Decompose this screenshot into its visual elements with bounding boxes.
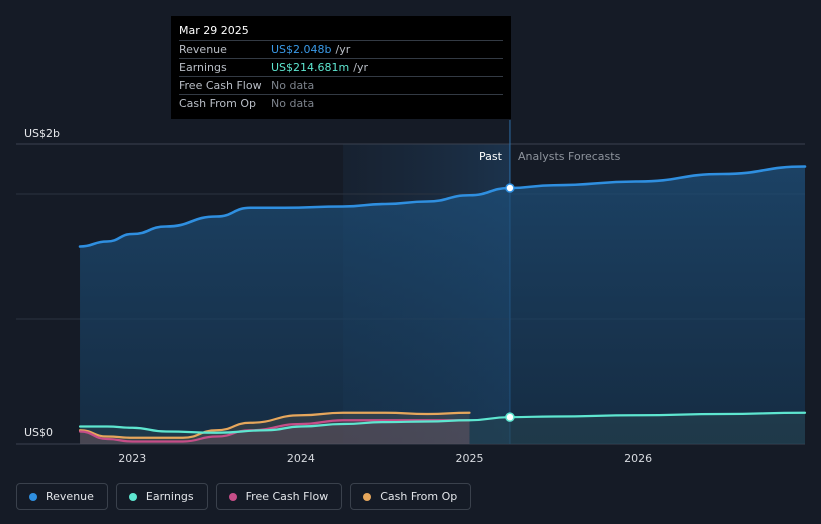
legend-label: Free Cash Flow [245,490,329,503]
legend-item-free-cash-flow[interactable]: Free Cash Flow [215,483,343,510]
legend-item-revenue[interactable]: Revenue [16,483,108,510]
x-tick-label: 2025 [455,452,483,465]
tooltip-label: Revenue [179,43,227,56]
earnings-marker-point [505,412,515,422]
hover-tooltip: Mar 29 2025 Revenue US$2.048b /yr Earnin… [171,16,511,119]
earnings-area [80,412,806,444]
y-axis-bottom-label: US$0 [24,426,53,439]
tooltip-date: Mar 29 2025 [179,22,503,41]
revenue-marker-point [505,183,515,193]
legend-label: Cash From Op [380,490,458,503]
revenue-area [80,166,806,444]
tooltip-value: No data [271,97,315,110]
tooltip-row-cash-from-op: Cash From Op No data [179,95,503,112]
tooltip-value: US$214.681m [271,61,350,74]
forecast-label: Analysts Forecasts [518,150,621,163]
chart-area: US$2b US$0 2023 2024 2025 2026 Past Analysts Fo… [16,120,807,465]
legend-dot-icon [363,492,372,501]
tooltip-row-free-cash-flow: Free Cash Flow No data [179,77,503,95]
legend-item-cash-from-op[interactable]: Cash From Op [350,483,472,510]
tooltip-row-revenue: Revenue US$2.048b /yr [179,41,503,59]
chart-legend: Revenue Earnings Free Cash Flow Cash Fro… [16,483,472,510]
tooltip-label: Earnings [179,61,227,74]
legend-label: Revenue [46,490,94,503]
cash-from-op-line [78,411,471,439]
earnings-line [78,411,807,434]
x-tick-label: 2023 [118,452,146,465]
y-axis-top-label: US$2b [24,127,60,140]
tooltip-label: Cash From Op [179,97,257,110]
tooltip-unit: /yr [353,61,368,74]
revenue-line [78,165,807,248]
legend-item-earnings[interactable]: Earnings [115,483,208,510]
x-tick-label: 2026 [624,452,652,465]
legend-label: Earnings [145,490,194,503]
free-cash-flow-area [80,420,470,444]
tooltip-unit: /yr [335,43,351,56]
past-label: Past [479,150,503,163]
tooltip-label: Free Cash Flow [179,79,262,92]
legend-dot-icon [29,492,37,501]
legend-dot-icon [228,492,237,501]
legend-dot-icon [128,492,137,501]
tooltip-value: No data [271,79,315,92]
tooltip-row-earnings: Earnings US$214.681m /yr [179,59,503,77]
tooltip-value: US$2.048b [271,43,332,56]
x-tick-label: 2024 [287,452,315,465]
